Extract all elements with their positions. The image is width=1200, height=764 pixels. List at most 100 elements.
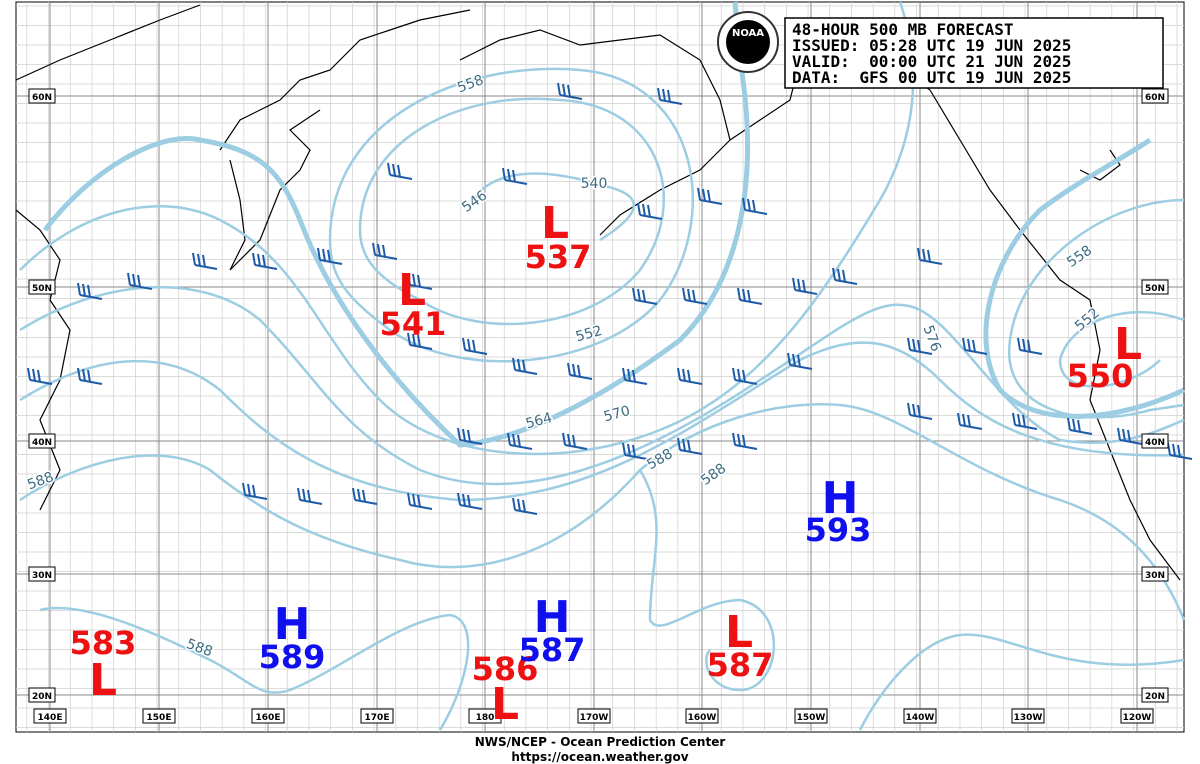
lat-label-box (1141, 687, 1169, 703)
wind-barb (1167, 442, 1193, 460)
wind-barb (297, 487, 323, 505)
lat-label: 60N (1145, 93, 1165, 103)
lat-label-box (28, 433, 56, 449)
wind-barb (77, 282, 103, 300)
wind-barb (127, 272, 153, 290)
wind-barb (507, 432, 533, 450)
header-line: ISSUED: 05:28 UTC 19 JUN 2025 (792, 36, 1071, 55)
wind-barb (252, 252, 278, 270)
footer-agency: NWS/NCEP - Ocean Prediction Center (475, 735, 726, 749)
header-line: 48-HOUR 500 MB FORECAST (792, 20, 1014, 39)
wind-barb (372, 242, 398, 260)
lat-label: 40N (1145, 438, 1165, 448)
center-value: 541 (380, 305, 447, 343)
wind-barb (387, 162, 413, 180)
lon-label-box (251, 708, 285, 724)
wind-barb (457, 492, 483, 510)
wind-barb (907, 337, 933, 355)
lat-label: 20N (1145, 692, 1165, 702)
wind-barb (917, 247, 943, 265)
lon-label: 170W (580, 713, 609, 723)
logo-disc (726, 20, 770, 64)
lon-label-box (577, 708, 611, 724)
wind-barb (512, 357, 538, 375)
center-value: 586 (472, 650, 539, 688)
lat-label-box (28, 279, 56, 295)
footer-url: https://ocean.weather.gov (511, 750, 688, 764)
lon-label: 160E (256, 713, 281, 723)
wind-barb (1017, 337, 1043, 355)
wind-barb (1117, 427, 1143, 445)
center-value: 587 (519, 631, 586, 669)
center-symbol: L (89, 655, 117, 706)
lon-label-box (1120, 708, 1154, 724)
lon-label-box (685, 708, 719, 724)
center-symbol: H (274, 599, 311, 650)
lat-label-box (1141, 279, 1169, 295)
lon-label-box (794, 708, 828, 724)
lat-label: 30N (32, 571, 52, 581)
wind-barb (77, 367, 103, 385)
wind-barb (462, 337, 488, 355)
contour-label: 540 (581, 176, 608, 192)
wind-barb (907, 402, 933, 420)
center-symbol: L (541, 198, 569, 249)
logo-text: NOAA (732, 28, 764, 39)
lon-label: 180 (476, 713, 495, 723)
wind-barb (962, 337, 988, 355)
lat-label-box (28, 566, 56, 582)
wind-barb (957, 412, 983, 430)
center-symbol: H (822, 473, 859, 524)
lon-label-box (468, 708, 502, 724)
lon-label: 170E (365, 713, 390, 723)
wind-barb (737, 287, 763, 305)
map-frame (15, 1, 1185, 733)
lon-label-box (33, 708, 67, 724)
wind-barb (1012, 412, 1038, 430)
lat-label-box (1141, 566, 1169, 582)
wind-barbs (27, 82, 1193, 515)
wind-barb (192, 252, 218, 270)
wind-barb (557, 82, 583, 100)
wind-barb (622, 367, 648, 385)
center-value: 583 (70, 624, 137, 662)
wind-barb (697, 187, 723, 205)
wind-barb (677, 367, 703, 385)
center-symbol: L (725, 607, 753, 658)
wind-barb (317, 247, 343, 265)
wind-barb (407, 332, 433, 350)
wind-barb (27, 367, 53, 385)
header-line: VALID: 00:00 UTC 21 JUN 2025 (792, 52, 1071, 71)
wind-barb (457, 427, 483, 445)
lon-label-box (1011, 708, 1045, 724)
header-box: 48-HOUR 500 MB FORECAST ISSUED: 05:28 UT… (784, 17, 1164, 89)
header-line: DATA: GFS 00 UTC 19 JUN 2025 (792, 68, 1071, 87)
lat-label-box (28, 687, 56, 703)
lon-label: 140W (906, 713, 935, 723)
lon-label-box (142, 708, 176, 724)
header-frame (784, 17, 1164, 89)
center-value: 550 (1067, 357, 1134, 395)
center-symbol: H (534, 592, 571, 643)
wind-barb (352, 487, 378, 505)
lat-label-box (28, 88, 56, 104)
center-value: 587 (707, 646, 774, 684)
center-symbol: L (1114, 319, 1142, 370)
wind-barb (567, 362, 593, 380)
center-value: 537 (525, 238, 592, 276)
wind-barb (637, 202, 663, 220)
lon-label: 160W (688, 713, 717, 723)
wind-barb (732, 367, 758, 385)
wind-barb (657, 87, 683, 105)
wind-barb (682, 287, 708, 305)
lat-label: 50N (1145, 284, 1165, 294)
wind-barb (622, 442, 648, 460)
lon-label-box (903, 708, 937, 724)
center-symbol: L (398, 265, 426, 316)
wind-barb (832, 267, 858, 285)
height-contours (19, 1, 1186, 731)
wind-barb (787, 352, 813, 370)
wind-barb (512, 497, 538, 515)
lon-label: 150W (797, 713, 826, 723)
center-symbol: L (491, 679, 519, 730)
